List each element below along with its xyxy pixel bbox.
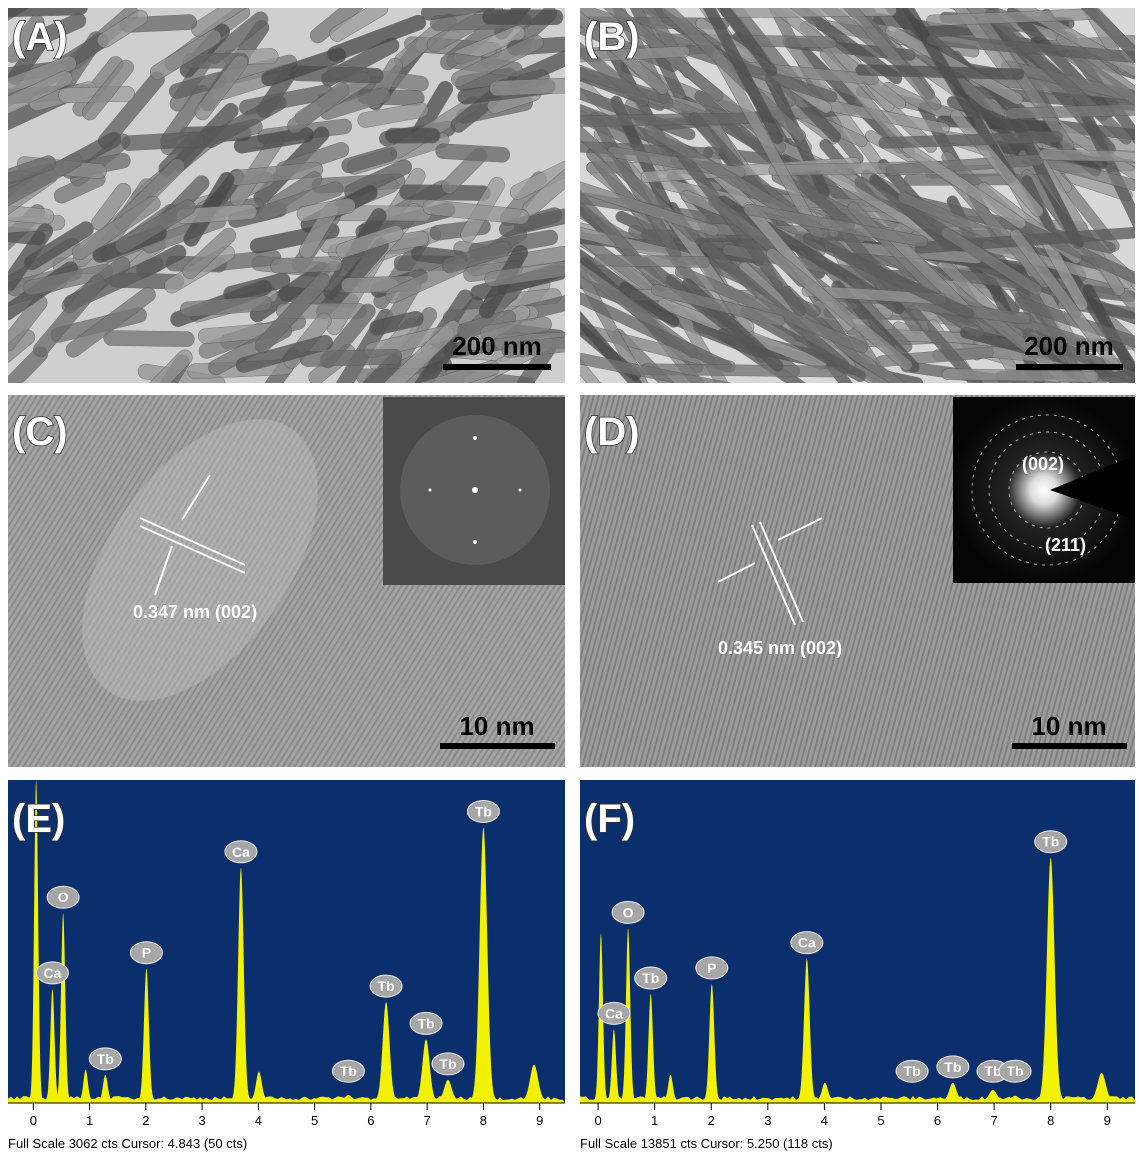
annotation: 0.345 nm (002) — [718, 638, 842, 658]
panel-label: (E) — [12, 797, 65, 841]
element-label: Tb — [378, 978, 395, 994]
element-label: Tb — [417, 1015, 434, 1031]
rod — [270, 256, 342, 273]
rod — [385, 128, 440, 143]
rod — [104, 330, 195, 346]
footer: Full Scale 3062 cts Cursor: 4.843 (50 ct… — [8, 1136, 247, 1151]
x-tick-label: 1 — [86, 1113, 93, 1128]
x-tick-label: 4 — [821, 1113, 828, 1128]
element-label: O — [58, 889, 69, 905]
x-tick-label: 1 — [651, 1113, 658, 1128]
scale-bar — [443, 364, 551, 370]
element-label: Ca — [605, 1005, 623, 1021]
x-tick-label: 8 — [1047, 1113, 1054, 1128]
element-label: Tb — [1042, 834, 1059, 850]
panel-label: (F) — [584, 797, 635, 841]
rod — [721, 5, 897, 18]
scale-bar-label: 10 nm — [1031, 711, 1106, 741]
x-tick-label: 5 — [877, 1113, 884, 1128]
x-tick-label: 5 — [311, 1113, 318, 1128]
inset-label: (002) — [1022, 454, 1064, 474]
x-tick-label: 2 — [708, 1113, 715, 1128]
element-label: Tb — [904, 1063, 921, 1079]
x-tick-label: 7 — [424, 1113, 431, 1128]
element-label: Ca — [798, 935, 816, 951]
x-tick-label: 6 — [934, 1113, 941, 1128]
rod — [482, 9, 563, 24]
scale-bar-label: 200 nm — [1024, 331, 1114, 361]
scale-bar — [1016, 364, 1123, 370]
x-tick-label: 0 — [594, 1113, 601, 1128]
x-tick-label: 4 — [255, 1113, 262, 1128]
figure: 0.347 nm (002) (002) (211) 0.345 nm (002… — [0, 0, 1139, 1156]
x-tick-label: 3 — [198, 1113, 205, 1128]
element-label: Tb — [642, 970, 659, 986]
element-label: Tb — [944, 1059, 961, 1075]
x-tick-label: 7 — [991, 1113, 998, 1128]
element-label: Tb — [97, 1051, 114, 1067]
x-tick-label: 9 — [1104, 1113, 1111, 1128]
element-label: O — [623, 904, 634, 920]
element-label: Tb — [475, 803, 492, 819]
x-tick-label: 0 — [30, 1113, 37, 1128]
panel-label: (C) — [12, 410, 68, 454]
footer: Full Scale 13851 cts Cursor: 5.250 (118 … — [580, 1136, 833, 1151]
scale-bar — [1012, 743, 1127, 749]
x-tick-label: 9 — [536, 1113, 543, 1128]
element-label: P — [142, 945, 151, 961]
scale-bar-label: 10 nm — [459, 711, 534, 741]
x-tick-label: 3 — [764, 1113, 771, 1128]
element-label: Tb — [340, 1063, 357, 1079]
element-label: Ca — [232, 844, 250, 860]
panel-label: (D) — [584, 410, 640, 454]
element-label: Ca — [43, 965, 61, 981]
x-tick-label: 2 — [142, 1113, 149, 1128]
element-label: P — [707, 960, 716, 976]
scale-bar — [440, 743, 555, 749]
scale-bar-label: 200 nm — [452, 331, 542, 361]
rod — [594, 255, 710, 268]
panel-label: (A) — [12, 15, 68, 59]
element-label: Tb — [439, 1056, 456, 1072]
annotation: 0.347 nm (002) — [133, 602, 257, 622]
inset-label: (211) — [1045, 535, 1086, 555]
panel-label: (B) — [584, 15, 640, 59]
x-tick-label: 8 — [480, 1113, 487, 1128]
x-tick-label: 6 — [367, 1113, 374, 1128]
element-label: Tb — [1007, 1063, 1024, 1079]
